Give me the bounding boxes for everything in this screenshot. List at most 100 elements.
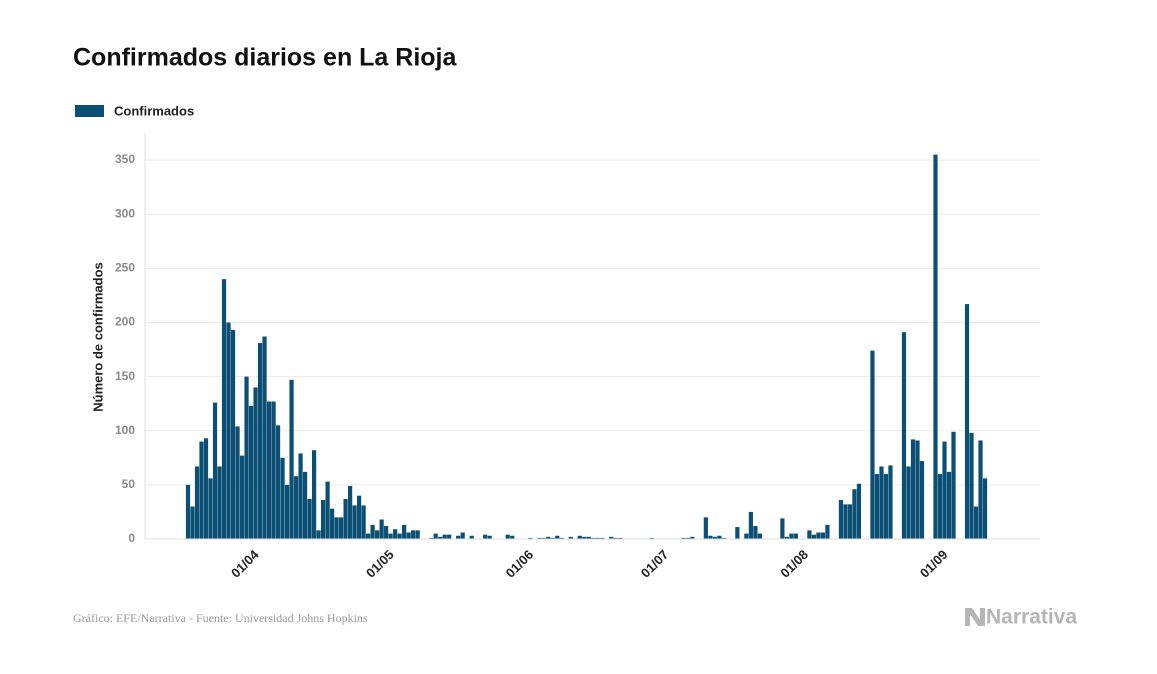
bar	[375, 530, 380, 539]
bar	[370, 524, 375, 539]
bar	[469, 535, 474, 539]
bar	[838, 500, 844, 539]
legend-swatch	[75, 105, 104, 117]
bar	[339, 517, 344, 539]
bar	[856, 483, 862, 539]
bar	[946, 471, 952, 539]
bar	[586, 536, 591, 539]
bar	[329, 508, 335, 539]
bar	[253, 387, 258, 539]
bar	[379, 519, 384, 539]
bar	[757, 533, 762, 539]
bar	[807, 530, 812, 539]
bar	[438, 536, 443, 539]
bar	[919, 461, 925, 539]
bar	[510, 535, 515, 539]
bar	[910, 439, 916, 539]
bar	[357, 495, 362, 539]
bar	[230, 330, 236, 539]
bar	[284, 484, 290, 539]
bar	[302, 471, 308, 539]
y-tick-label: 300	[115, 206, 135, 220]
bar	[685, 537, 690, 539]
bar	[537, 537, 542, 539]
bar	[429, 537, 434, 539]
bar	[600, 537, 605, 539]
bar	[721, 537, 726, 539]
bar	[447, 534, 452, 539]
bar	[541, 537, 546, 539]
y-tick-label: 100	[115, 423, 135, 437]
bar	[649, 537, 654, 539]
bar	[559, 537, 564, 539]
bar	[280, 457, 285, 539]
x-tick-label: 01/06	[503, 547, 537, 581]
bar	[194, 466, 200, 539]
bar	[883, 474, 889, 539]
brand-name: Narrativa	[986, 606, 1077, 629]
x-tick-label: 01/08	[777, 547, 811, 581]
bar	[555, 535, 560, 539]
bar	[906, 466, 911, 539]
bar	[852, 489, 857, 539]
bar	[293, 476, 299, 539]
bar	[226, 322, 231, 539]
bar	[847, 504, 853, 539]
bar	[411, 530, 416, 539]
bar	[483, 534, 488, 539]
bar	[942, 441, 947, 539]
bar	[717, 535, 722, 539]
bar	[933, 154, 938, 540]
bar	[388, 533, 393, 539]
bar	[964, 304, 970, 539]
bar	[690, 536, 695, 539]
y-tick-label: 200	[115, 315, 135, 329]
bar	[937, 474, 943, 539]
bar	[433, 533, 438, 539]
bar	[978, 440, 983, 539]
bar	[334, 517, 339, 539]
bar	[190, 506, 195, 539]
bar	[298, 453, 303, 539]
bar	[843, 504, 848, 539]
x-tick-label: 01/04	[228, 546, 262, 580]
bar	[780, 518, 785, 539]
bar	[415, 530, 420, 539]
source-note: Gráfico: EFE/Narrativa - Fuente: Univers…	[73, 611, 368, 625]
bar	[577, 535, 582, 539]
bar	[348, 485, 353, 539]
bar	[901, 332, 907, 539]
bar	[244, 376, 249, 539]
bar	[753, 526, 758, 539]
brand-icon	[965, 608, 985, 626]
bar	[915, 440, 920, 539]
bar	[793, 533, 799, 539]
bar	[681, 537, 686, 539]
bar	[703, 517, 708, 539]
bar	[618, 537, 623, 539]
bar	[708, 535, 713, 539]
bar	[874, 474, 880, 539]
bar	[361, 505, 366, 539]
y-tick-label: 0	[128, 531, 135, 545]
bar	[320, 500, 326, 539]
bar	[199, 441, 204, 539]
bar	[811, 534, 817, 539]
bar	[217, 466, 222, 539]
bar	[460, 532, 465, 539]
y-tick-label: 250	[115, 261, 135, 275]
bar	[316, 530, 321, 539]
bar	[235, 426, 240, 539]
bar	[442, 534, 447, 539]
y-tick-label: 350	[115, 152, 135, 166]
bar	[582, 536, 587, 539]
y-tick-label: 50	[122, 477, 136, 491]
bar	[257, 343, 263, 539]
bar	[221, 279, 227, 539]
bar	[816, 532, 821, 539]
bar	[262, 336, 267, 539]
bar	[275, 425, 281, 539]
bar	[609, 536, 614, 539]
